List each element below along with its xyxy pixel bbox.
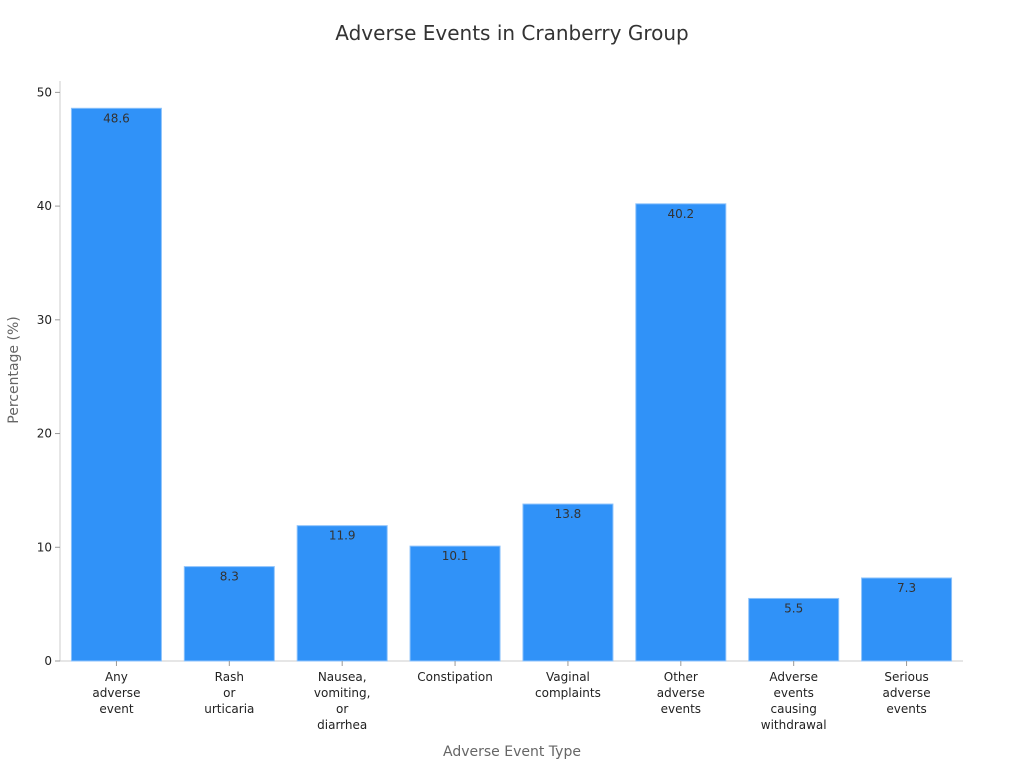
x-tick-label-line: Vaginal bbox=[546, 670, 590, 684]
x-tick-label-line: or bbox=[336, 702, 348, 716]
value-label: 11.9 bbox=[329, 529, 356, 543]
bar bbox=[861, 577, 953, 662]
value-label: 5.5 bbox=[784, 601, 803, 615]
x-tick-label-line: adverse bbox=[92, 686, 140, 700]
x-tick-label-line: Any bbox=[105, 670, 128, 684]
x-tick-label: Constipation bbox=[417, 670, 493, 684]
bar bbox=[748, 597, 840, 662]
y-tick-label: 50 bbox=[37, 85, 52, 99]
x-tick-label-line: Adverse bbox=[769, 670, 818, 684]
chart-title: Adverse Events in Cranberry Group bbox=[335, 21, 688, 45]
x-tick-label-line: adverse bbox=[657, 686, 705, 700]
x-tick-label-line: adverse bbox=[883, 686, 931, 700]
y-tick-label: 30 bbox=[37, 313, 52, 327]
x-tick-label-line: Nausea, bbox=[318, 670, 367, 684]
x-tick-label-line: urticaria bbox=[204, 702, 254, 716]
x-tick-label-line: Other bbox=[664, 670, 698, 684]
value-label: 8.3 bbox=[220, 570, 239, 584]
x-axis-label: Adverse Event Type bbox=[443, 744, 581, 760]
x-tick-label-line: events bbox=[661, 702, 701, 716]
x-tick-label-line: Serious bbox=[884, 670, 928, 684]
bar bbox=[409, 545, 501, 662]
x-tick-label-line: complaints bbox=[535, 686, 601, 700]
x-tick-label-line: withdrawal bbox=[761, 718, 827, 732]
bar bbox=[635, 203, 727, 662]
y-tick-label: 0 bbox=[44, 654, 52, 668]
x-tick-label-line: causing bbox=[771, 702, 817, 716]
x-tick-label-line: Rash bbox=[215, 670, 244, 684]
value-label: 40.2 bbox=[667, 207, 694, 221]
x-tick-label: Other adverse events bbox=[657, 670, 705, 716]
x-tick-label-line: Constipation bbox=[417, 670, 493, 684]
y-tick-label: 10 bbox=[37, 540, 52, 554]
x-tick-label-line: vomiting, bbox=[314, 686, 371, 700]
x-tick-label-line: events bbox=[886, 702, 926, 716]
value-label: 13.8 bbox=[555, 507, 582, 521]
value-label: 48.6 bbox=[103, 111, 130, 125]
x-tick-label-line: events bbox=[773, 686, 813, 700]
bar bbox=[296, 525, 388, 662]
x-tick-label-line: or bbox=[223, 686, 235, 700]
bar bbox=[522, 503, 614, 662]
x-tick-label: Any adverse event bbox=[92, 670, 140, 716]
bar bbox=[70, 107, 162, 662]
x-tick-label: Serious adverse events bbox=[883, 670, 931, 716]
y-tick-label: 40 bbox=[37, 199, 52, 213]
bar bbox=[183, 566, 275, 662]
x-tick-label: Nausea, vomiting, or diarrhea bbox=[314, 670, 371, 732]
y-axis-label: Percentage (%) bbox=[6, 316, 22, 423]
x-tick-label-line: event bbox=[99, 702, 133, 716]
x-tick-label: Rash or urticaria bbox=[204, 670, 254, 716]
x-tick-label-line: diarrhea bbox=[317, 718, 367, 732]
x-tick-label: Vaginal complaints bbox=[535, 670, 601, 700]
value-label: 10.1 bbox=[442, 549, 469, 563]
x-tick-label: Adverse events causing withdrawal bbox=[761, 670, 827, 732]
y-tick-label: 20 bbox=[37, 427, 52, 441]
value-label: 7.3 bbox=[897, 581, 916, 595]
